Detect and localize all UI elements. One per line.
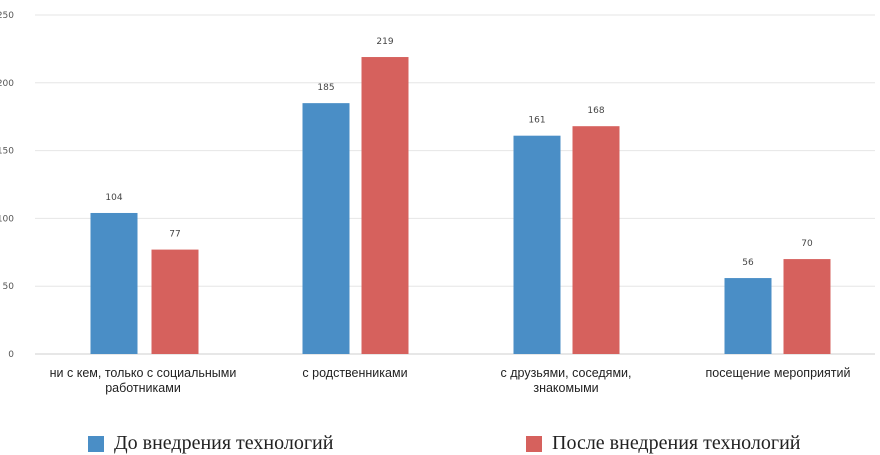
data-labels: 104 185 161 56 77 219 168 70 xyxy=(105,37,813,268)
bars xyxy=(90,57,831,354)
x-tick-label: ни с кем, только с социальными работникам… xyxy=(50,366,237,395)
legend-swatch-after xyxy=(526,435,542,452)
data-label: 219 xyxy=(376,37,393,47)
x-axis: ни с кем, только с социальными работникам… xyxy=(50,366,851,395)
bar xyxy=(90,212,138,354)
bar xyxy=(361,57,409,354)
bar xyxy=(513,135,561,354)
bar xyxy=(151,249,199,354)
data-label: 168 xyxy=(587,106,604,116)
legend-item-before: До внедрения технологий xyxy=(88,432,333,455)
legend-swatch-before xyxy=(88,435,104,452)
y-tick-label: 200 xyxy=(0,79,14,89)
bar xyxy=(783,259,831,354)
data-label: 56 xyxy=(742,258,754,268)
data-label: 70 xyxy=(801,239,813,249)
data-label: 161 xyxy=(528,116,545,126)
x-tick-label: посещение мероприятий xyxy=(706,366,851,380)
y-tick-label: 0 xyxy=(8,350,14,360)
y-tick-label: 150 xyxy=(0,147,14,157)
data-label: 77 xyxy=(169,230,180,240)
bar xyxy=(724,278,772,354)
data-label: 185 xyxy=(317,83,334,93)
y-tick-label: 250 xyxy=(0,11,14,21)
y-tick-label: 100 xyxy=(0,214,14,224)
x-tick-label: с родственниками xyxy=(302,366,407,380)
x-tick-label: с друзьями, соседями, знакомыми xyxy=(501,366,632,395)
y-axis: 0 50 100 150 200 250 xyxy=(0,11,14,360)
legend-label-before: До внедрения технологий xyxy=(114,432,334,454)
bar xyxy=(572,126,620,354)
legend-item-after: После внедрения технологий xyxy=(526,432,800,455)
bar xyxy=(302,103,350,354)
y-tick-label: 50 xyxy=(3,282,15,292)
data-label: 104 xyxy=(105,193,122,203)
legend-label-after: После внедрения технологий xyxy=(552,432,801,454)
